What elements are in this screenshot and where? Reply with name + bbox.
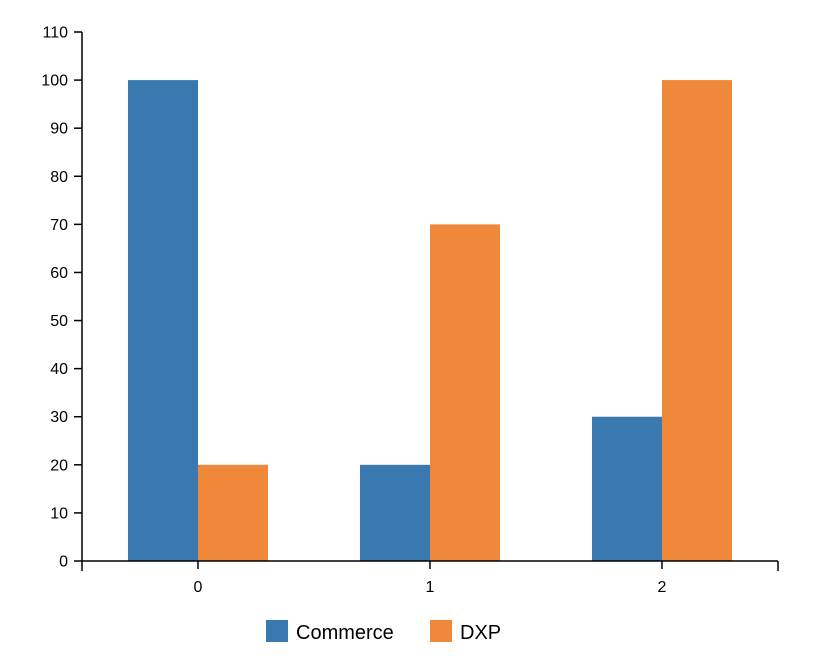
y-tick-label-30: 30 (50, 409, 68, 426)
bar-dxp-1 (430, 224, 500, 561)
legend-label-commerce: Commerce (296, 622, 394, 644)
bar-commerce-0 (128, 80, 198, 561)
legend-label-dxp: DXP (460, 622, 501, 644)
bar-commerce-1 (360, 464, 430, 561)
x-tick-label-0: 0 (194, 579, 203, 596)
y-tick-label-90: 90 (50, 121, 68, 138)
axes-layer: 0 10 20 30 40 50 60 70 80 90 100 110 0 1 2 (41, 25, 779, 596)
x-tick-label-2: 2 (658, 579, 667, 596)
y-tick-label-70: 70 (50, 217, 68, 234)
y-tick-label-110: 110 (42, 25, 68, 42)
legend-swatch-dxp (430, 620, 452, 642)
bars-layer (128, 80, 732, 561)
legend: Commerce DXP (266, 620, 501, 644)
y-tick-label-10: 10 (50, 505, 68, 522)
legend-swatch-commerce (266, 620, 288, 642)
y-tick-label-40: 40 (50, 361, 68, 378)
y-tick-label-100: 100 (41, 73, 68, 90)
x-tick-label-1: 1 (426, 579, 435, 596)
y-tick-label-80: 80 (50, 169, 68, 186)
legend-item-commerce[interactable]: Commerce (266, 620, 394, 644)
y-tick-label-50: 50 (50, 313, 68, 330)
y-tick-label-0: 0 (59, 554, 68, 571)
y-tick-label-20: 20 (50, 457, 68, 474)
bar-dxp-2 (662, 80, 732, 561)
bar-commerce-2 (592, 416, 662, 561)
y-tick-label-60: 60 (50, 265, 68, 282)
legend-item-dxp[interactable]: DXP (430, 620, 501, 644)
bar-dxp-0 (198, 464, 268, 561)
